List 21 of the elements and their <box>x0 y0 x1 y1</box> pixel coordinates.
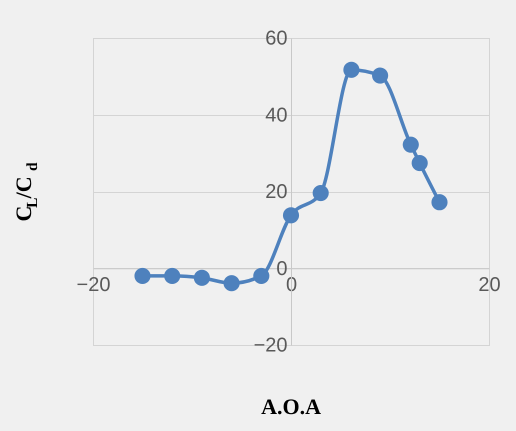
y-tick-label: 0 <box>276 258 288 280</box>
y-tick-label: 40 <box>265 104 288 126</box>
point <box>312 184 329 202</box>
x-tick-label: 20 <box>478 274 501 296</box>
point <box>412 155 428 172</box>
point <box>372 68 388 84</box>
point <box>402 136 419 153</box>
y-tick-label: 20 <box>265 181 288 203</box>
x-axis-title: A.O.A <box>261 394 322 419</box>
point <box>164 268 180 284</box>
y-tick-label: 60 <box>265 28 288 50</box>
point <box>343 62 360 78</box>
point <box>224 275 240 292</box>
point <box>194 270 210 286</box>
point <box>431 194 448 210</box>
y-axis-title: CL/Cd <box>11 162 41 222</box>
x-tick-label: −20 <box>76 274 110 296</box>
point <box>282 207 300 224</box>
point <box>253 268 270 284</box>
point <box>134 268 151 284</box>
y-tick-label: −20 <box>254 334 288 356</box>
